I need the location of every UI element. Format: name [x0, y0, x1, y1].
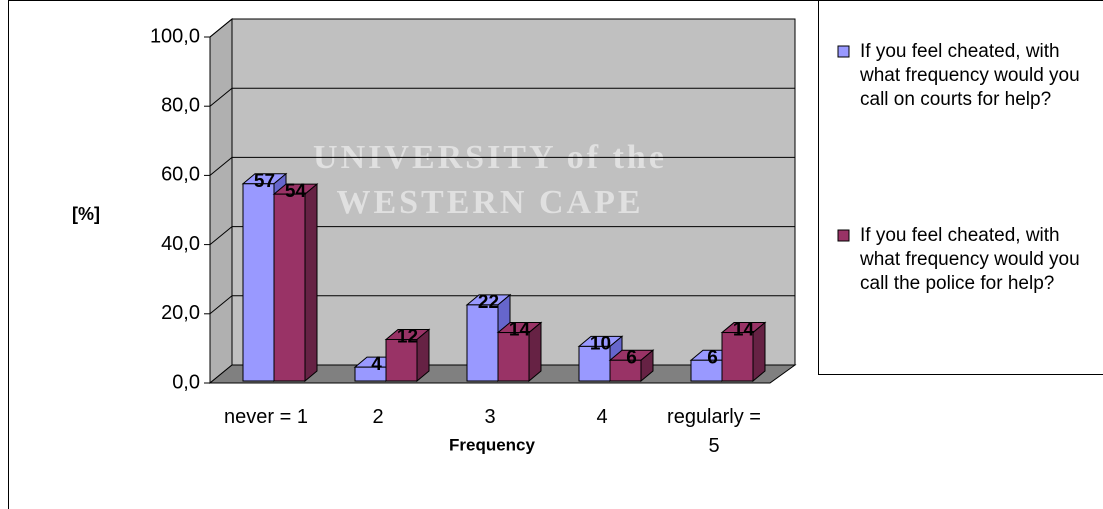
bar [242, 183, 275, 382]
y-tick-label: 80,0 [161, 94, 200, 116]
bar [609, 359, 642, 382]
legend-box [818, 0, 1103, 375]
grid-line [209, 295, 233, 315]
legend-marker [837, 45, 850, 58]
watermark: WESTERN CAPE [336, 184, 643, 221]
legend-label: If you feel cheated, with what frequency… [860, 225, 1080, 294]
legend-marker [837, 229, 850, 242]
data-label: 4 [371, 354, 382, 375]
y-tick-label: 100,0 [150, 25, 200, 47]
x-tick-label: 4 [596, 406, 608, 428]
bar [497, 332, 530, 382]
data-label: 6 [707, 347, 718, 368]
bar-side [752, 321, 766, 383]
data-label: 14 [509, 320, 531, 341]
bar [273, 193, 306, 382]
bar [466, 304, 499, 382]
data-label: 22 [478, 292, 499, 313]
data-label: 10 [590, 333, 611, 354]
x-tick-label: never = 1 [224, 406, 308, 428]
y-tick-label: 60,0 [161, 164, 200, 186]
x-tick-label: regularly = 5 [667, 406, 761, 457]
x-axis-label: Frequency [449, 435, 536, 454]
bar-side [304, 183, 318, 383]
y-tick-label: 20,0 [161, 302, 200, 324]
data-label: 54 [285, 181, 307, 202]
data-label: 14 [733, 320, 755, 341]
bar [721, 332, 754, 382]
grid-line [209, 18, 233, 38]
y-axis-label: [%] [72, 204, 100, 224]
y-tick-label: 0,0 [172, 371, 200, 393]
x-tick-label: 2 [372, 406, 384, 428]
grid-line [209, 157, 233, 176]
grid-line [209, 226, 233, 245]
legend-label: If you feel cheated, with what frequency… [860, 41, 1080, 110]
x-tick-label: 3 [484, 406, 496, 428]
grid-line [209, 87, 233, 107]
data-label: 6 [626, 347, 637, 368]
bar-side [528, 321, 542, 383]
y-tick-label: 40,0 [161, 233, 200, 255]
data-label: 12 [397, 326, 418, 347]
side-wall [209, 17, 233, 385]
bar [385, 338, 418, 382]
data-label: 57 [254, 171, 275, 192]
bar [578, 345, 611, 382]
